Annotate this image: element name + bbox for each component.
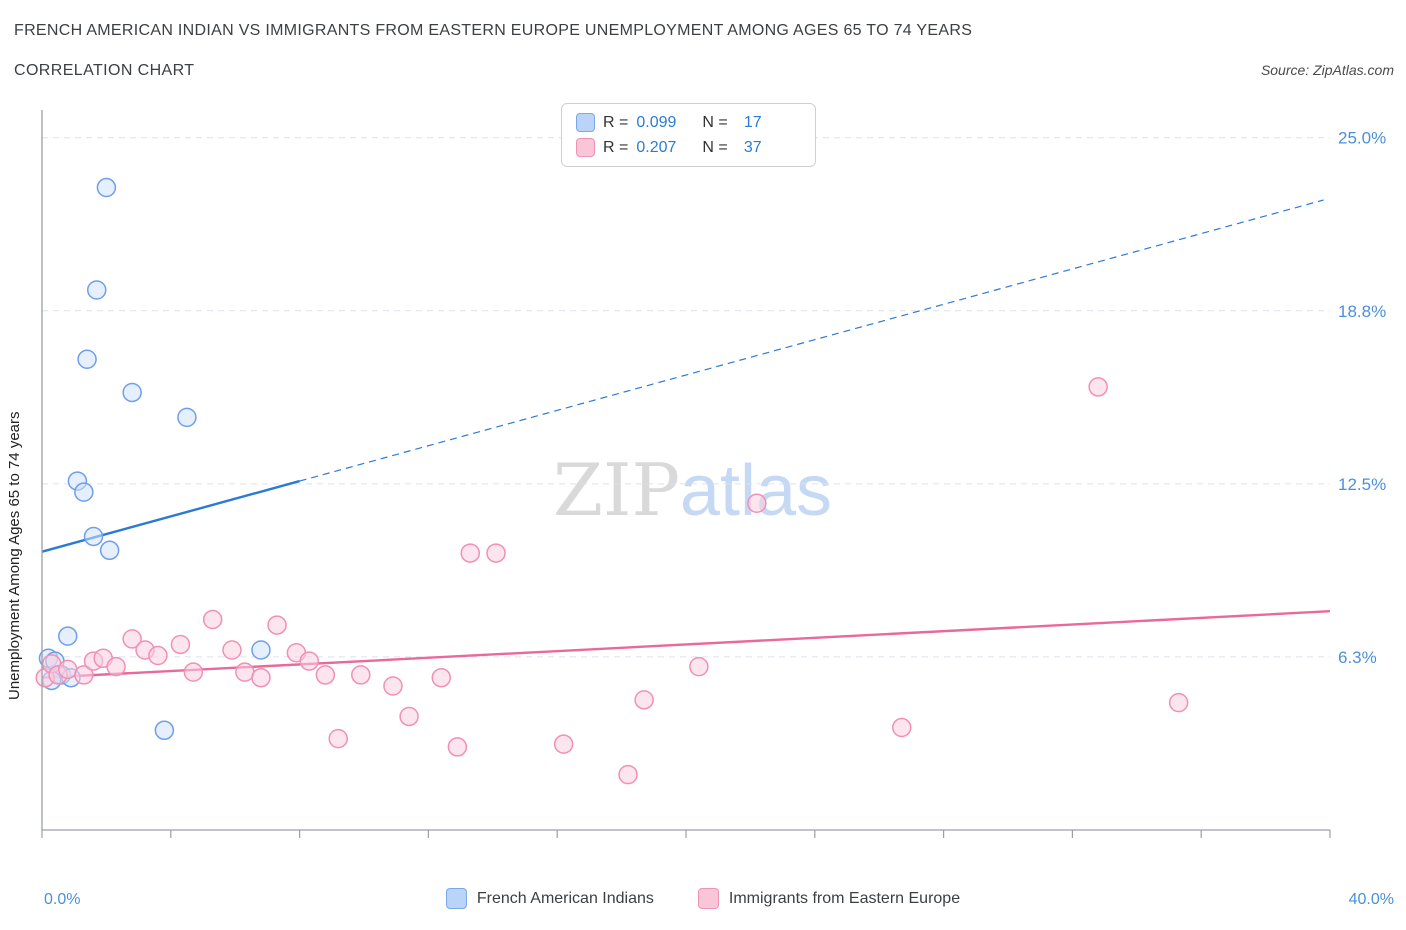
stats-row-blue: R = 0.099 N = 17 xyxy=(576,113,801,132)
data-point xyxy=(122,629,142,649)
r-label: R = xyxy=(603,138,629,156)
data-point xyxy=(58,626,78,646)
y-tick-label: 6.3% xyxy=(1338,648,1377,667)
x-axis-max-label: 40.0% xyxy=(1348,891,1394,908)
data-point xyxy=(251,640,271,660)
r-label: R = xyxy=(603,113,629,131)
data-point xyxy=(235,662,255,682)
stats-legend: R = 0.099 N = 17 R = 0.207 N = 37 xyxy=(561,103,816,167)
page-title: FRENCH AMERICAN INDIAN VS IMMIGRANTS FRO… xyxy=(14,22,973,39)
data-point xyxy=(74,482,94,502)
data-point xyxy=(99,540,120,561)
data-point xyxy=(177,407,197,428)
n-label: N = xyxy=(702,113,728,131)
data-point xyxy=(486,543,506,563)
data-point xyxy=(553,734,574,754)
y-tick-label: 18.8% xyxy=(1338,302,1386,321)
data-point xyxy=(689,656,709,677)
data-point xyxy=(399,706,419,727)
data-point xyxy=(747,493,767,513)
data-point xyxy=(351,665,371,685)
data-point xyxy=(618,764,638,785)
legend-label: French American Indians xyxy=(476,889,654,907)
data-point xyxy=(222,640,242,660)
r-value: 0.207 xyxy=(636,138,677,156)
y-tick-label: 12.5% xyxy=(1338,475,1386,494)
data-point xyxy=(1168,692,1189,713)
trend-line-dashed xyxy=(299,199,1324,482)
pink-series-swatch-icon xyxy=(697,888,719,909)
data-point xyxy=(251,667,271,688)
data-point xyxy=(83,526,104,547)
page-subtitle: CORRELATION CHART xyxy=(14,62,195,79)
data-point xyxy=(183,662,204,682)
r-value: 0.099 xyxy=(636,113,677,131)
data-point xyxy=(315,665,336,685)
data-point xyxy=(1088,377,1108,397)
data-point xyxy=(154,720,175,741)
n-value: 17 xyxy=(743,113,762,131)
n-label: N = xyxy=(702,138,728,156)
n-value: 37 xyxy=(743,138,762,156)
data-point xyxy=(74,665,94,685)
data-point xyxy=(328,728,348,749)
data-point xyxy=(202,609,223,630)
legend-label: Immigrants from Eastern Europe xyxy=(728,889,961,907)
source-attribution: Source: ZipAtlas.com xyxy=(1260,62,1394,78)
blue-series-swatch-icon xyxy=(445,888,467,909)
series-legend: French American Indians Immigrants from … xyxy=(0,888,1406,909)
trend-line xyxy=(41,610,1331,679)
data-point xyxy=(106,656,126,677)
data-point xyxy=(299,651,320,671)
data-point xyxy=(96,177,117,198)
legend-item-immigrants-eastern-europe: Immigrants from Eastern Europe xyxy=(697,888,961,909)
data-point xyxy=(383,676,403,696)
data-point xyxy=(267,615,287,635)
x-axis-min-label: 0.0% xyxy=(44,891,81,908)
legend-item-french-american-indians: French American Indians xyxy=(445,888,654,909)
data-point xyxy=(170,634,191,655)
data-point xyxy=(431,667,452,688)
data-point xyxy=(77,349,97,369)
stats-row-pink: R = 0.207 N = 37 xyxy=(576,138,801,157)
data-point xyxy=(634,690,654,710)
data-point xyxy=(122,382,142,403)
data-point xyxy=(460,543,481,563)
data-point xyxy=(86,280,107,300)
pink-series-swatch-icon xyxy=(576,138,595,157)
data-point xyxy=(58,659,78,680)
blue-series-swatch-icon xyxy=(576,113,595,132)
y-tick-label: 25.0% xyxy=(1338,129,1386,148)
data-point xyxy=(447,737,468,757)
data-point xyxy=(891,717,912,738)
data-point xyxy=(148,645,168,666)
